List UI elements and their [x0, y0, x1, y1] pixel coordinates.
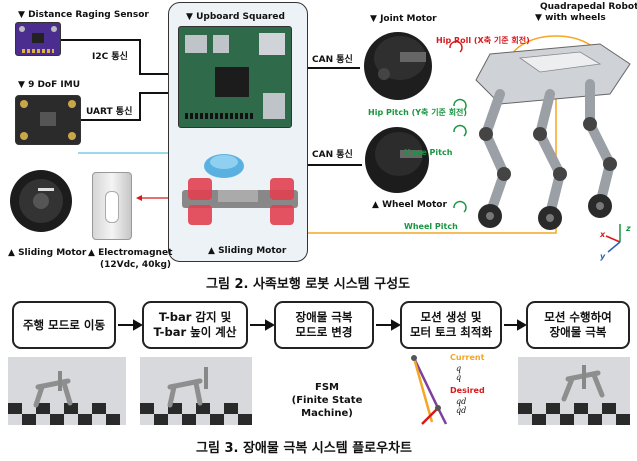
wheel-motor-image — [365, 127, 429, 193]
joint-motor-label: ▼ Joint Motor — [370, 14, 437, 24]
hip-roll-label: Hip Roll (X축 기준 회전) — [436, 36, 530, 45]
can-label-bottom: CAN 통신 — [312, 150, 353, 160]
joint-motor-image — [364, 32, 432, 100]
uart-label: UART 통신 — [86, 107, 133, 117]
plot-current-label: Current — [450, 353, 485, 362]
plot-qd: qd — [456, 397, 467, 406]
electromagnet-image — [92, 172, 132, 240]
plot-q: q — [456, 364, 462, 373]
fsm-subtitle: (Finite State Machine) — [291, 395, 363, 419]
robot-subtitle: ▼ with wheels — [535, 13, 606, 23]
flow-step-1: 주행 모드로 이동 — [12, 301, 116, 349]
fsm-label: FSM (Finite State Machine) — [272, 381, 382, 420]
figure-2-caption: 그림 2. 사족보행 로봇 시스템 구성도 — [206, 277, 411, 292]
distance-sensor-board — [15, 22, 61, 56]
figure-3-caption: 그림 3. 장애물 극복 시스템 플로우차트 — [196, 441, 413, 456]
imu-label: ▼ 9 DoF IMU — [18, 80, 81, 90]
flow-step-3-line1: 장애물 극복 — [295, 310, 353, 324]
robot-image — [449, 40, 631, 253]
i2c-label: I2C 통신 — [92, 52, 128, 62]
axis-x-label: x — [600, 230, 606, 239]
flow-step-3: 장애물 극복 모드로 변경 — [274, 301, 374, 349]
plot-qdot: q̇ — [456, 373, 462, 382]
distance-sensor-label: ▼ Distance Raging Sensor — [18, 10, 149, 20]
motion-plot — [411, 355, 448, 425]
flow-step-4-line2: 모터 토크 최적화 — [409, 325, 493, 339]
flow-step-2: T-bar 감지 및 T-bar 높이 계산 — [142, 301, 248, 349]
flow-step-4-line1: 모션 생성 및 — [420, 310, 482, 324]
plot-qddot: q̇d — [456, 406, 467, 415]
uart-link — [78, 92, 175, 121]
flow-step-5-line1: 모션 수행하여 — [544, 310, 612, 324]
plot-current-values: q q̇ — [456, 364, 461, 382]
plot-desired-label: Desired — [450, 386, 485, 395]
flow-step-2-line2: T-bar 높이 계산 — [153, 325, 237, 339]
simulation-image-3 — [518, 357, 630, 425]
sliding-motor-image — [10, 170, 72, 232]
sliding-motor-label: ▲ Sliding Motor — [8, 248, 87, 258]
knee-pitch-label: Knee Pitch — [404, 148, 453, 157]
axis-z-label: z — [626, 224, 631, 233]
imu-board — [15, 95, 81, 145]
wheel-motor-label: ▲ Wheel Motor — [372, 200, 447, 210]
i2c-link — [58, 39, 175, 75]
flow-step-2-line1: T-bar 감지 및 — [158, 310, 232, 324]
upboard-label: ▼ Upboard Squared — [186, 12, 285, 22]
flow-step-1-line1: 주행 모드로 이동 — [22, 317, 106, 332]
electromagnet-spec: (12Vdc, 40kg) — [100, 260, 171, 270]
hip-pitch-label: Hip Pitch (Y축 기준 회전) — [368, 108, 468, 117]
upboard-board — [178, 26, 292, 128]
flow-step-5: 모션 수행하여 장애물 극복 — [526, 301, 630, 349]
sliding-motor-inner-label: ▲ Sliding Motor — [208, 246, 287, 256]
electromagnet-label: ▲ Electromagnet — [88, 248, 173, 258]
simulation-image-2 — [140, 357, 252, 425]
simulation-image-1 — [8, 357, 126, 425]
wheel-pitch-label: Wheel Pitch — [404, 222, 458, 231]
can-label-top: CAN 통신 — [312, 55, 353, 65]
axis-y-label: y — [600, 252, 606, 261]
flow-step-4: 모션 생성 및 모터 토크 최적화 — [400, 301, 502, 349]
flow-step-5-line2: 장애물 극복 — [549, 325, 607, 339]
flow-step-3-line2: 모드로 변경 — [295, 325, 353, 339]
sliding-mechanism-image — [182, 154, 298, 225]
fsm-title: FSM — [315, 382, 339, 393]
plot-desired-values: qd q̇d — [456, 397, 466, 415]
robot-title: Quadrapedal Robot — [540, 2, 637, 12]
